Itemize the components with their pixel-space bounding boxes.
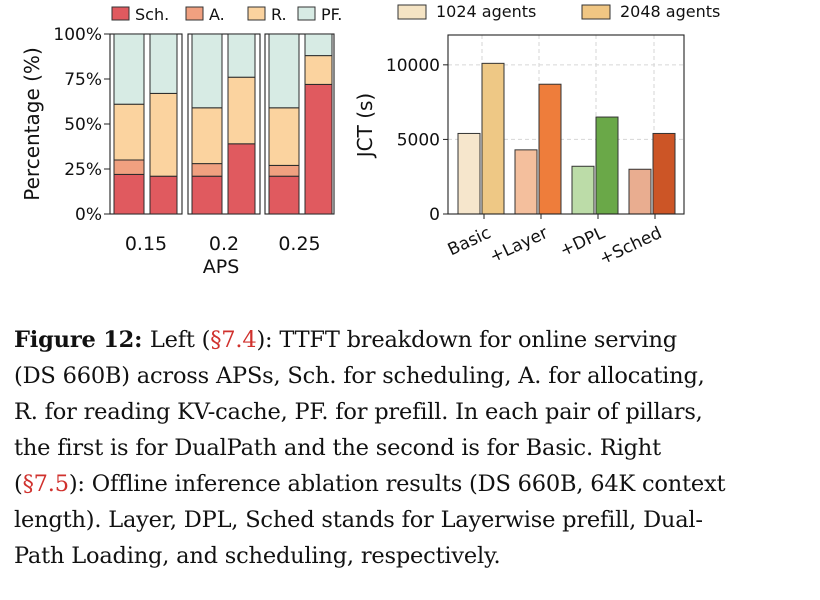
y-tick-label: 5000 [397, 130, 440, 150]
x-tick-label: Basic [445, 223, 494, 260]
caption-line: Path Loading, and scheduling, respective… [14, 538, 754, 574]
x-tick-label: 0.15 [125, 233, 167, 255]
y-axis-label: Percentage (%) [20, 47, 44, 200]
x-axis-label: APS [203, 256, 240, 278]
bar-segment [304, 33, 333, 57]
bar-segment [113, 103, 145, 161]
plot-frame [447, 34, 685, 215]
bar [652, 132, 676, 215]
bar-segment [191, 107, 223, 165]
section-reference-link[interactable]: §7.4 [210, 327, 257, 353]
caption-line: R. for reading KV-cache, PF. for prefill… [14, 394, 754, 430]
figure-12: 0.15 0.2 0.25 0% 25% 50% 75% 100% Percentage (%)… [20, 2, 720, 278]
bar-segment [304, 55, 333, 85]
y-tick-label: 100% [53, 25, 102, 45]
bar [571, 165, 595, 215]
bar [595, 116, 619, 215]
y-tick-label: 0% [75, 205, 102, 225]
bar-segment [268, 33, 300, 109]
figure-label: Figure 12: [14, 327, 150, 353]
caption-text: ): TTFT breakdown for online serving [256, 327, 677, 353]
legend-swatch [397, 4, 427, 20]
caption-text: Left ( [149, 327, 211, 353]
caption-text: (DS 660B) across APSs, Sch. for scheduli… [14, 363, 705, 389]
legend-swatch [185, 6, 204, 21]
y-tick-label: 75% [64, 70, 102, 90]
caption-text: the first is for DualPath and the second… [14, 435, 661, 461]
bar-segment [191, 33, 223, 109]
bar-segment [227, 76, 256, 145]
bar-segment [227, 33, 256, 78]
bar-segment [227, 143, 256, 215]
caption-line: the first is for DualPath and the second… [14, 430, 754, 466]
y-axis-label: JCT (s) [353, 93, 377, 159]
legend-swatch [297, 6, 316, 21]
caption-text: Path Loading, and scheduling, respective… [14, 543, 501, 569]
legend-swatch [247, 6, 266, 21]
bar-segment [268, 164, 300, 177]
caption-line: (§7.5): Offline inference ablation resul… [14, 466, 754, 502]
y-tick-label: 50% [64, 115, 102, 135]
bar-segment [149, 33, 178, 94]
legend-swatch [111, 6, 130, 21]
figure-caption: Figure 12: Left (§7.4): TTFT breakdown f… [14, 322, 754, 574]
caption-line: Figure 12: Left (§7.4): TTFT breakdown f… [14, 322, 754, 358]
bar-segment [113, 173, 145, 215]
caption-line: length). Layer, DPL, Sched stands for La… [14, 502, 754, 538]
bar-segment [149, 92, 178, 177]
caption-text: ( [14, 471, 23, 497]
bar-segment [113, 159, 145, 175]
legend-label: 1024 agents [436, 2, 536, 21]
x-tick-label: +Layer [487, 223, 551, 267]
x-tick-label: +Sched [596, 223, 665, 269]
bar [538, 83, 562, 215]
panel-frame [187, 33, 261, 215]
section-reference-link[interactable]: §7.5 [22, 471, 69, 497]
bar-segment [304, 83, 333, 215]
caption-line: (DS 660B) across APSs, Sch. for scheduli… [14, 358, 754, 394]
bar-segment [191, 175, 223, 215]
caption-text: ): Offline inference ablation results (D… [68, 471, 726, 497]
bar-segment [268, 107, 300, 166]
legend-label: 2048 agents [620, 2, 720, 21]
y-tick-label: 0 [429, 205, 440, 225]
bar-segment [113, 33, 145, 105]
caption-text: R. for reading KV-cache, PF. for prefill… [14, 399, 703, 425]
legend-label: Sch. [135, 5, 169, 24]
bar-segment [191, 163, 223, 177]
y-tick-label: 10000 [386, 56, 440, 76]
bar-segment [268, 175, 300, 215]
legend-label: PF. [321, 5, 342, 24]
bar-segment [149, 175, 178, 215]
x-tick-label: 0.2 [209, 233, 239, 255]
x-tick-label: 0.25 [278, 233, 320, 255]
bar [514, 149, 538, 215]
bar [481, 62, 505, 215]
caption-text: length). Layer, DPL, Sched stands for La… [14, 507, 703, 533]
bar [457, 132, 481, 215]
bar [628, 168, 652, 215]
y-tick-label: 25% [64, 160, 102, 180]
legend-label: R. [271, 5, 287, 24]
legend-swatch [581, 4, 611, 20]
legend-label: A. [209, 5, 225, 24]
